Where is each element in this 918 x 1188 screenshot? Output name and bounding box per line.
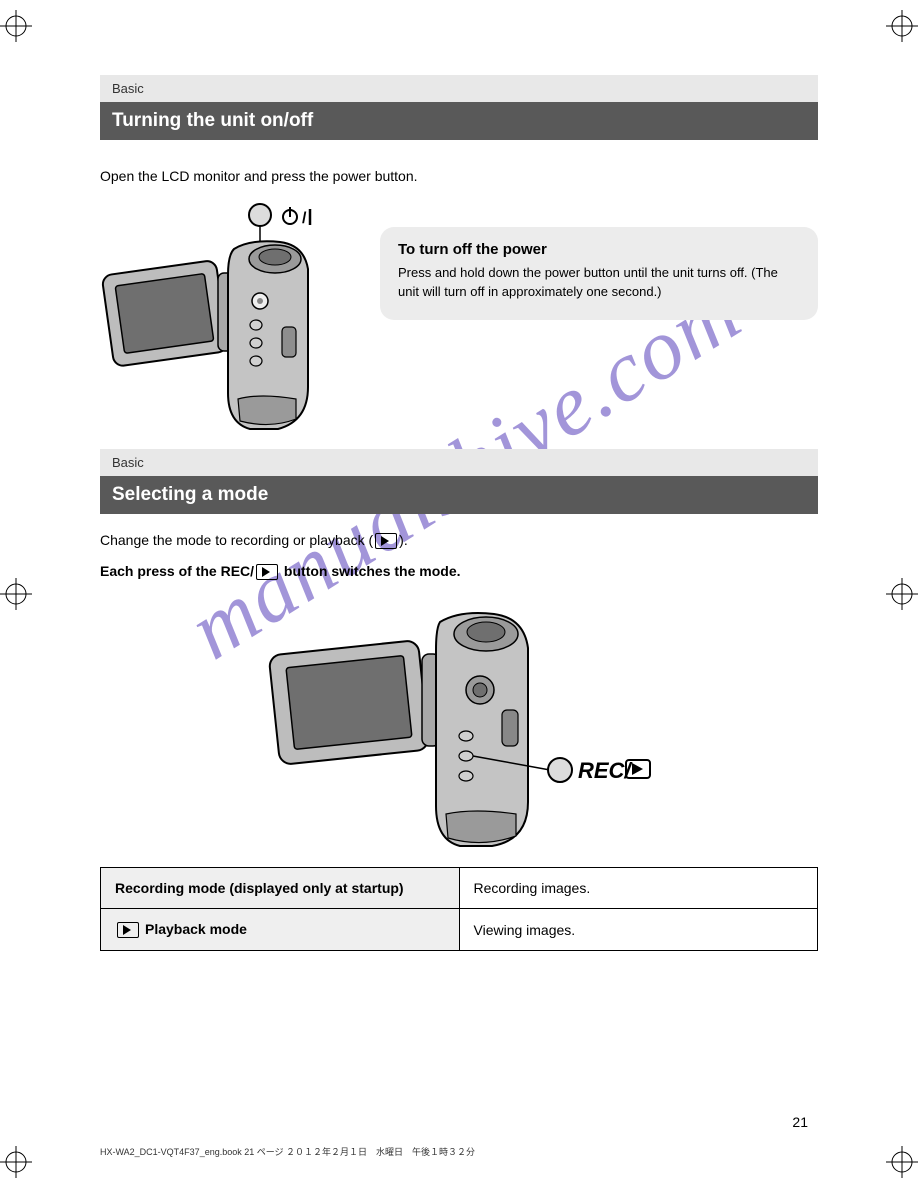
footer-meta: HX-WA2_DC1-VQT4F37_eng.book 21 ページ ２０１２年… (100, 1145, 818, 1158)
section2-label: Basic (100, 449, 818, 476)
section2-line1: Change the mode to recording or playback… (100, 530, 818, 551)
section1-title: Turning the unit on/off (100, 102, 818, 140)
table-cell-left-text: Playback mode (145, 921, 247, 937)
section2-line2-post: button switches the mode. (280, 563, 460, 579)
table-cell-left: Recording mode (displayed only at startu… (101, 868, 460, 909)
camera-diagram-2-wrap: REC/ (100, 592, 818, 857)
table-row: Playback mode Viewing images. (101, 909, 818, 951)
page-body: Basic Turning the unit on/off Open the L… (100, 75, 818, 951)
power-illustration-row: / (100, 197, 818, 437)
section2-line1-post: ). (399, 532, 408, 548)
section1-label: Basic (100, 75, 818, 102)
table-row: Recording mode (displayed only at startu… (101, 868, 818, 909)
section2-line1-pre: Change the mode to recording or playback… (100, 532, 373, 548)
camera-diagram-1: / (100, 197, 360, 437)
playback-icon (375, 533, 397, 549)
section2-line2: Each press of the REC/ button switches t… (100, 561, 818, 582)
footer-left: HX-WA2_DC1-VQT4F37_eng.book 21 ページ ２０１２年… (100, 1145, 475, 1158)
crop-mark (0, 578, 32, 610)
page-number: 21 (792, 1114, 808, 1130)
camera-diagram-2: REC/ (264, 592, 654, 852)
table-cell-left: Playback mode (101, 909, 460, 951)
crop-mark (886, 578, 918, 610)
table-cell-right: Viewing images. (459, 909, 818, 951)
section2-title: Selecting a mode (100, 476, 818, 514)
crop-mark (886, 1146, 918, 1178)
table-cell-right: Recording images. (459, 868, 818, 909)
svg-text:/: / (302, 210, 307, 227)
playback-icon (117, 922, 139, 938)
crop-mark (0, 1146, 32, 1178)
tip-heading: To turn off the power (398, 241, 800, 258)
tip-box: To turn off the power Press and hold dow… (380, 227, 818, 320)
crop-mark (886, 10, 918, 42)
section2: Basic Selecting a mode Change the mode t… (100, 449, 818, 951)
tip-body: Press and hold down the power button unt… (398, 264, 800, 302)
crop-mark (0, 10, 32, 42)
section1-intro: Open the LCD monitor and press the power… (100, 166, 818, 187)
mode-table: Recording mode (displayed only at startu… (100, 867, 818, 951)
section2-line2-pre: Each press of the REC/ (100, 563, 254, 579)
playback-icon (256, 564, 278, 580)
